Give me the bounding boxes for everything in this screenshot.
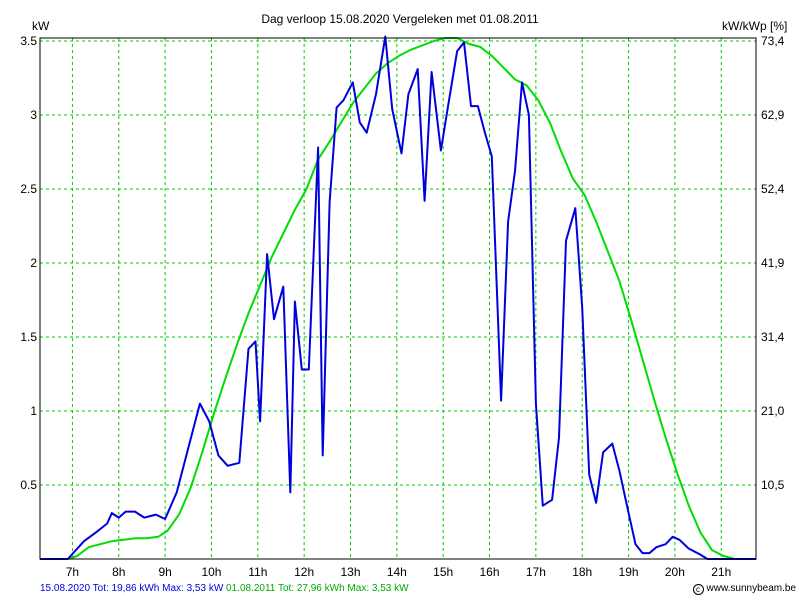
y-tick-label-left: 2.5 [20, 182, 37, 196]
y-tick-label-right: 41,9 [761, 256, 785, 270]
y-tick-label-left: 0.5 [20, 478, 37, 492]
y-tick-label-right: 31,4 [761, 330, 785, 344]
y-tick-label-right: 21,0 [761, 404, 785, 418]
footer-credit-text: www.sunnybeam.be [706, 583, 797, 594]
plot-area [40, 38, 756, 559]
x-tick-label: 16h [480, 565, 500, 579]
y-tick-label-left: 3.5 [20, 34, 37, 48]
series-line-01-08-2011 [40, 37, 756, 560]
x-tick-label: 11h [248, 565, 267, 579]
footer-totals: 15.08.2020 Tot: 19,86 kWh Max: 3,53 kW 0… [40, 583, 409, 594]
y-tick-label-left: 3 [30, 108, 37, 122]
x-tick-label: 18h [572, 565, 592, 579]
x-tick-label: 12h [294, 565, 314, 579]
y-axis-left-label: kW [32, 19, 50, 33]
series-line-15-08-2020 [40, 35, 756, 560]
footer-compare-totals: 01.08.2011 Tot: 27,96 kWh Max: 3,53 kW [223, 583, 409, 594]
grid [40, 38, 756, 559]
axis-ticks: 7h 8h 9h 10h 11h 12h 13h 14h 15h 16h 17h 18h 19h 20h 2… [20, 34, 784, 579]
footer-credit: c www.sunnybeam.be [692, 583, 797, 595]
copyright-icon: c [692, 584, 704, 595]
x-tick-label: 20h [665, 565, 685, 579]
x-tick-label: 14h [387, 565, 407, 579]
y-tick-label-right: 62,9 [761, 108, 785, 122]
plot-frame [39, 37, 757, 560]
x-tick-label: 17h [526, 565, 546, 579]
chart-title: Dag verloop 15.08.2020 Vergeleken met 01… [261, 12, 539, 26]
y-tick-label-left: 1.5 [20, 330, 37, 344]
y-tick-label-right: 73,4 [761, 34, 785, 48]
x-tick-label: 9h [158, 565, 171, 579]
y-tick-label-left: 1 [30, 404, 37, 418]
y-tick-label-right: 52,4 [761, 182, 785, 196]
y-tick-label-left: 2 [30, 256, 37, 270]
x-tick-label: 7h [66, 565, 79, 579]
y-tick-label-right: 10,5 [761, 478, 785, 492]
x-tick-label: 19h [619, 565, 639, 579]
x-tick-label: 15h [433, 565, 453, 579]
x-tick-label: 8h [112, 565, 125, 579]
footer-today-totals: 15.08.2020 Tot: 19,86 kWh Max: 3,53 kW [40, 583, 224, 594]
series-layer [40, 35, 756, 560]
x-tick-label: 21h [711, 565, 731, 579]
x-tick-label: 13h [340, 565, 360, 579]
x-tick-label: 10h [201, 565, 221, 579]
y-axis-right-label: kW/kWp [%] [722, 19, 787, 33]
